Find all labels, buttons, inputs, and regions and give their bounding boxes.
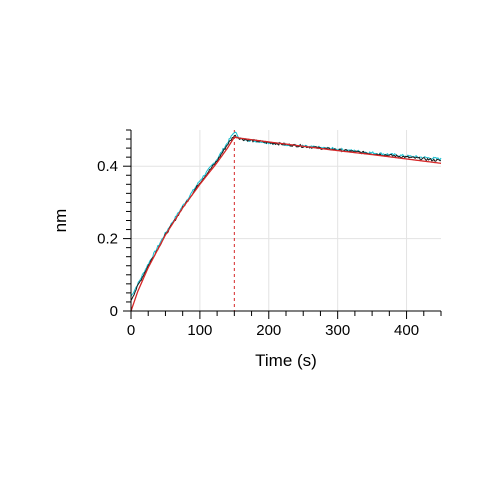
series-line-1: [130, 134, 442, 301]
x-tick-label: 300: [325, 322, 350, 339]
x-tick-label: 400: [394, 322, 419, 339]
series-layer: [130, 131, 442, 312]
axes: [123, 129, 442, 319]
x-axis-title: Time (s): [255, 351, 317, 370]
x-tick-label: 0: [127, 322, 135, 339]
y-axis-title: nm: [51, 209, 70, 233]
tick-labels: 0 100 200 300 400 0 0.2 0.4: [97, 158, 419, 339]
x-tick-label: 200: [256, 322, 281, 339]
series-line-2: [130, 136, 442, 312]
y-tick-label: 0.4: [97, 158, 118, 175]
y-tick-label: 0: [110, 303, 118, 320]
y-tick-label: 0.2: [97, 231, 118, 248]
x-tick-label: 100: [187, 322, 212, 339]
